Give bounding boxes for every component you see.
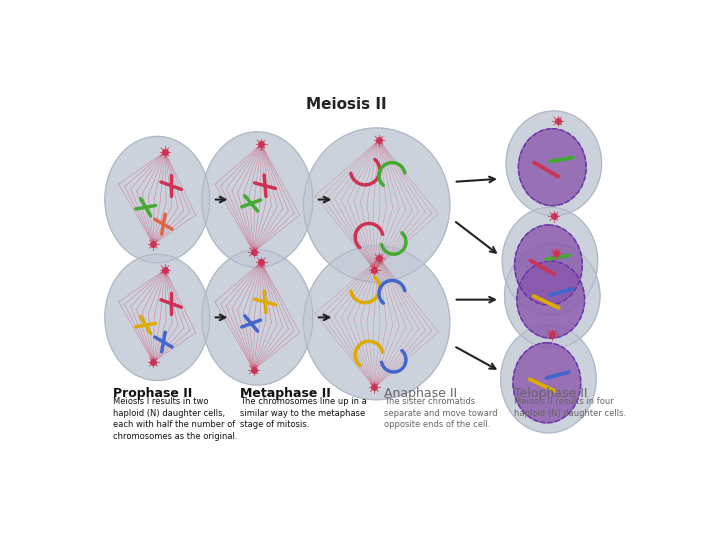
Ellipse shape bbox=[304, 246, 450, 400]
Ellipse shape bbox=[304, 128, 450, 282]
Ellipse shape bbox=[515, 225, 582, 305]
Text: Meiosis II: Meiosis II bbox=[305, 97, 386, 112]
Text: Metaphase II: Metaphase II bbox=[240, 387, 331, 400]
Ellipse shape bbox=[503, 207, 598, 315]
Ellipse shape bbox=[505, 244, 600, 348]
Text: Prophase II: Prophase II bbox=[113, 387, 193, 400]
Text: Telophase II: Telophase II bbox=[514, 387, 588, 400]
Ellipse shape bbox=[517, 261, 585, 338]
Text: Meiosis I results in two
haploid (N) daughter cells,
each with half the number o: Meiosis I results in two haploid (N) dau… bbox=[113, 397, 238, 441]
Ellipse shape bbox=[518, 129, 586, 206]
Ellipse shape bbox=[202, 132, 312, 267]
Ellipse shape bbox=[506, 111, 601, 215]
Text: The sister chromatids
separate and move toward
opposite ends of the cell.: The sister chromatids separate and move … bbox=[384, 397, 498, 429]
Ellipse shape bbox=[513, 343, 581, 423]
Ellipse shape bbox=[105, 137, 210, 262]
Ellipse shape bbox=[105, 254, 210, 381]
Text: Meiosis II results in four
haploid (N) daughter cells.: Meiosis II results in four haploid (N) d… bbox=[514, 397, 626, 418]
Ellipse shape bbox=[202, 249, 312, 385]
Text: Anaphase II: Anaphase II bbox=[384, 387, 457, 400]
Ellipse shape bbox=[500, 325, 596, 433]
Text: The chromosomes line up in a
similar way to the metaphase
stage of mitosis.: The chromosomes line up in a similar way… bbox=[240, 397, 367, 429]
